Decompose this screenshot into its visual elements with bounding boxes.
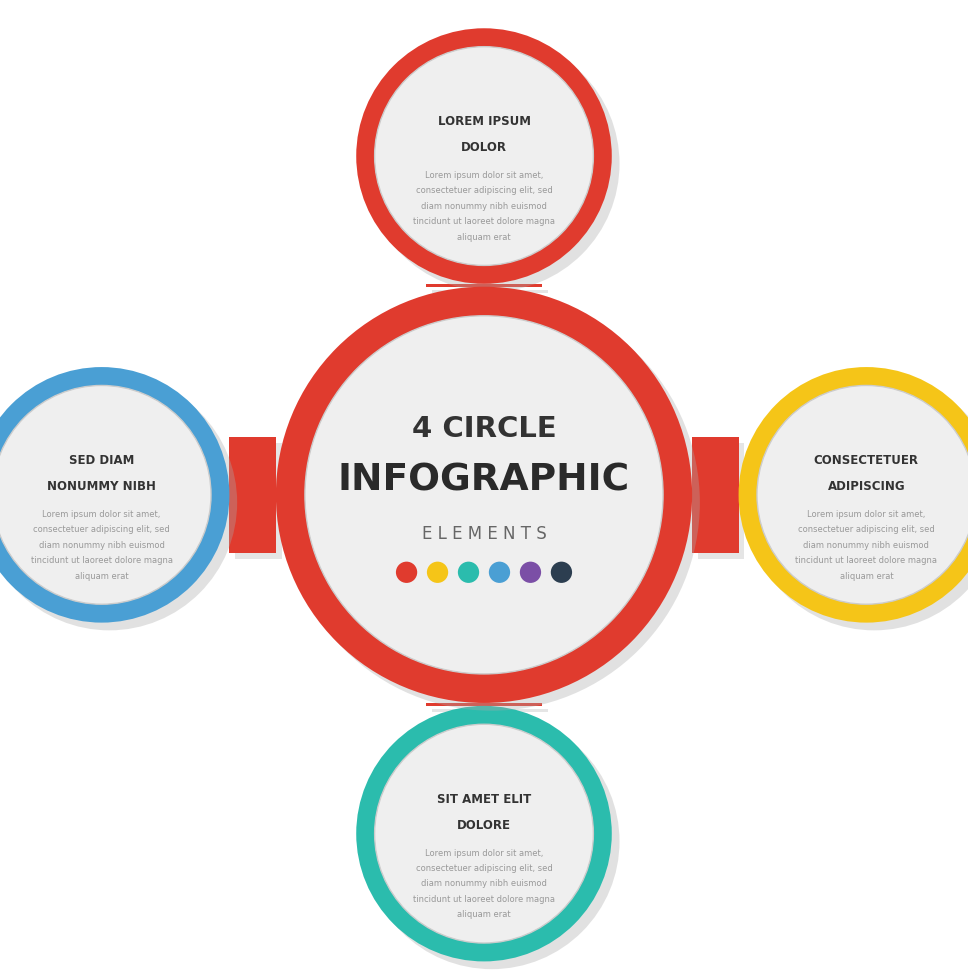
Text: consectetuer adipiscing elit, sed: consectetuer adipiscing elit, sed <box>415 864 553 873</box>
Text: Lorem ipsum dolor sit amet,: Lorem ipsum dolor sit amet, <box>807 510 925 518</box>
Text: 4 CIRCLE: 4 CIRCLE <box>411 415 557 443</box>
Circle shape <box>356 706 612 961</box>
Circle shape <box>746 374 968 630</box>
Text: SED DIAM: SED DIAM <box>69 454 135 467</box>
Circle shape <box>356 28 612 284</box>
Text: aliquam erat: aliquam erat <box>457 233 511 242</box>
Circle shape <box>375 47 593 266</box>
Text: diam nonummy nibh euismod: diam nonummy nibh euismod <box>421 202 547 211</box>
Polygon shape <box>698 443 744 559</box>
Text: consectetuer adipiscing elit, sed: consectetuer adipiscing elit, sed <box>33 525 170 534</box>
Text: diam nonummy nibh euismod: diam nonummy nibh euismod <box>39 541 165 550</box>
Text: ADIPISCING: ADIPISCING <box>828 480 905 493</box>
Circle shape <box>427 562 448 583</box>
Text: CONSECTETUER: CONSECTETUER <box>814 454 919 467</box>
Circle shape <box>520 562 541 583</box>
Text: tincidunt ut laoreet dolore magna: tincidunt ut laoreet dolore magna <box>796 557 937 565</box>
Circle shape <box>364 713 620 969</box>
Text: consectetuer adipiscing elit, sed: consectetuer adipiscing elit, sed <box>415 186 553 195</box>
Text: tincidunt ut laoreet dolore magna: tincidunt ut laoreet dolore magna <box>413 218 555 226</box>
Circle shape <box>0 385 211 605</box>
Text: DOLOR: DOLOR <box>461 141 507 154</box>
Text: Lorem ipsum dolor sit amet,: Lorem ipsum dolor sit amet, <box>425 849 543 858</box>
Circle shape <box>551 562 572 583</box>
Text: aliquam erat: aliquam erat <box>839 571 893 581</box>
Polygon shape <box>426 703 542 706</box>
Circle shape <box>489 562 510 583</box>
Text: tincidunt ut laoreet dolore magna: tincidunt ut laoreet dolore magna <box>413 895 555 904</box>
Circle shape <box>396 562 417 583</box>
Text: INFOGRAPHIC: INFOGRAPHIC <box>338 463 630 498</box>
Text: consectetuer adipiscing elit, sed: consectetuer adipiscing elit, sed <box>798 525 935 534</box>
Text: Lorem ipsum dolor sit amet,: Lorem ipsum dolor sit amet, <box>425 171 543 180</box>
Circle shape <box>458 562 479 583</box>
Circle shape <box>0 368 229 622</box>
Polygon shape <box>432 709 548 711</box>
Text: E L E M E N T S: E L E M E N T S <box>422 524 546 543</box>
Text: tincidunt ut laoreet dolore magna: tincidunt ut laoreet dolore magna <box>31 557 172 565</box>
Circle shape <box>757 385 968 605</box>
Text: Lorem ipsum dolor sit amet,: Lorem ipsum dolor sit amet, <box>43 510 161 518</box>
Circle shape <box>305 316 663 674</box>
Text: NONUMMY NIBH: NONUMMY NIBH <box>47 480 156 493</box>
Text: DOLORE: DOLORE <box>457 819 511 832</box>
Polygon shape <box>229 437 276 553</box>
Text: LOREM IPSUM: LOREM IPSUM <box>438 116 530 128</box>
Text: SIT AMET ELIT: SIT AMET ELIT <box>437 793 531 806</box>
Circle shape <box>739 368 968 622</box>
Polygon shape <box>432 290 548 292</box>
Circle shape <box>284 294 700 710</box>
Polygon shape <box>235 443 282 559</box>
Text: diam nonummy nibh euismod: diam nonummy nibh euismod <box>803 541 929 550</box>
Text: aliquam erat: aliquam erat <box>457 910 511 919</box>
Circle shape <box>0 374 237 630</box>
Polygon shape <box>692 437 739 553</box>
Polygon shape <box>426 284 542 287</box>
Text: aliquam erat: aliquam erat <box>75 571 129 581</box>
Circle shape <box>375 724 593 943</box>
Circle shape <box>364 36 620 292</box>
Text: diam nonummy nibh euismod: diam nonummy nibh euismod <box>421 879 547 889</box>
Circle shape <box>276 287 692 703</box>
